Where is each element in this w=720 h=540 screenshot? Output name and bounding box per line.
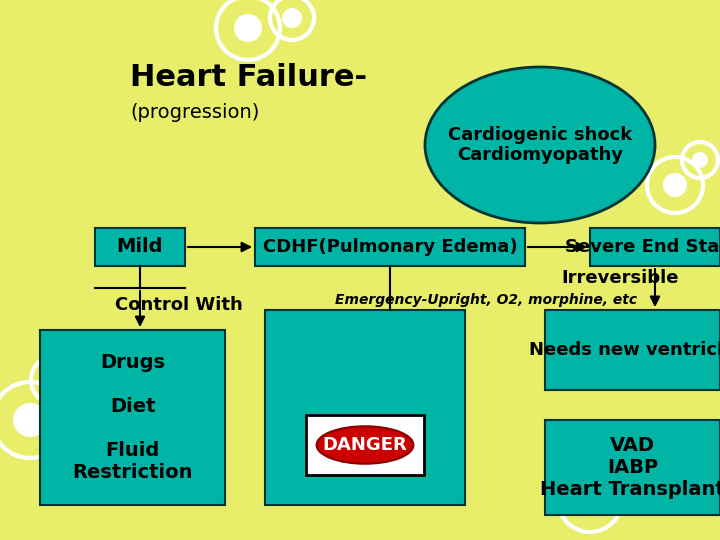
Text: Irreversible: Irreversible bbox=[562, 269, 679, 287]
Circle shape bbox=[282, 8, 302, 28]
Circle shape bbox=[13, 403, 47, 437]
Text: DANGER: DANGER bbox=[323, 436, 408, 454]
Circle shape bbox=[45, 370, 65, 390]
Circle shape bbox=[616, 471, 634, 489]
Text: Severe End Stage: Severe End Stage bbox=[565, 238, 720, 256]
Circle shape bbox=[234, 14, 262, 42]
Text: CDHF(Pulmonary Edema): CDHF(Pulmonary Edema) bbox=[263, 238, 517, 256]
Text: Cardiogenic shock
Cardiomyopathy: Cardiogenic shock Cardiomyopathy bbox=[448, 126, 632, 164]
Circle shape bbox=[692, 152, 708, 168]
FancyBboxPatch shape bbox=[545, 310, 720, 390]
Circle shape bbox=[663, 173, 687, 197]
FancyBboxPatch shape bbox=[545, 420, 720, 515]
Text: (progression): (progression) bbox=[130, 103, 259, 122]
Ellipse shape bbox=[425, 67, 655, 223]
Ellipse shape bbox=[317, 426, 413, 464]
Text: Mild: Mild bbox=[117, 238, 163, 256]
FancyBboxPatch shape bbox=[40, 330, 225, 505]
FancyBboxPatch shape bbox=[590, 228, 720, 266]
FancyBboxPatch shape bbox=[265, 310, 465, 505]
Text: Needs new ventricle: Needs new ventricle bbox=[529, 341, 720, 359]
FancyBboxPatch shape bbox=[95, 228, 185, 266]
FancyBboxPatch shape bbox=[305, 414, 425, 476]
Text: Emergency-Upright, O2, morphine, etc: Emergency-Upright, O2, morphine, etc bbox=[335, 293, 637, 307]
Text: Heart Failure-: Heart Failure- bbox=[130, 64, 367, 92]
FancyBboxPatch shape bbox=[255, 228, 525, 266]
Circle shape bbox=[576, 486, 604, 514]
Text: Control With: Control With bbox=[115, 296, 243, 314]
Text: VAD
IABP
Heart Transplant: VAD IABP Heart Transplant bbox=[540, 436, 720, 499]
Text: Drugs

Diet

Fluid
Restriction: Drugs Diet Fluid Restriction bbox=[72, 353, 193, 482]
